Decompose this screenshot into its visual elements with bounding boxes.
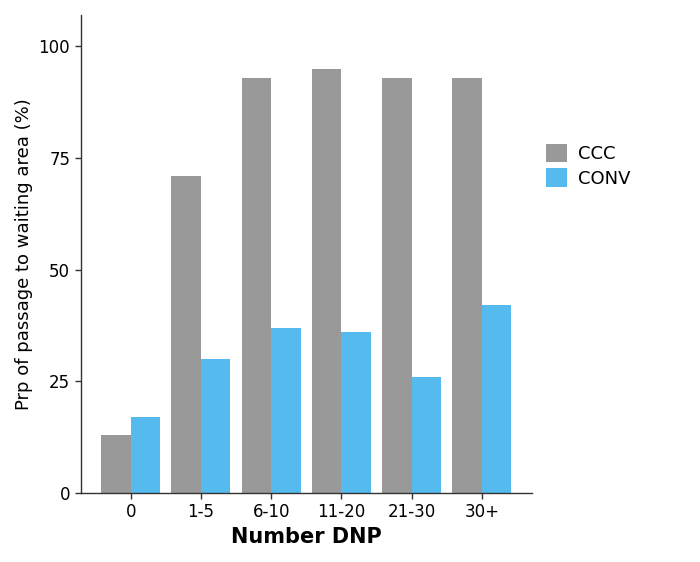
Bar	[241, 78, 271, 493]
Bar	[482, 305, 512, 493]
Bar	[172, 176, 201, 493]
Bar	[412, 377, 441, 493]
Bar	[452, 78, 482, 493]
Bar	[271, 328, 301, 493]
Bar	[101, 435, 131, 493]
Bar	[201, 359, 230, 493]
Bar	[312, 69, 342, 493]
X-axis label: Number DNP: Number DNP	[231, 527, 382, 547]
Bar	[382, 78, 412, 493]
Y-axis label: Prp of passage to waiting area (%): Prp of passage to waiting area (%)	[15, 98, 33, 410]
Legend: CCC, CONV: CCC, CONV	[545, 143, 631, 188]
Bar	[131, 417, 160, 493]
Bar	[342, 332, 371, 493]
